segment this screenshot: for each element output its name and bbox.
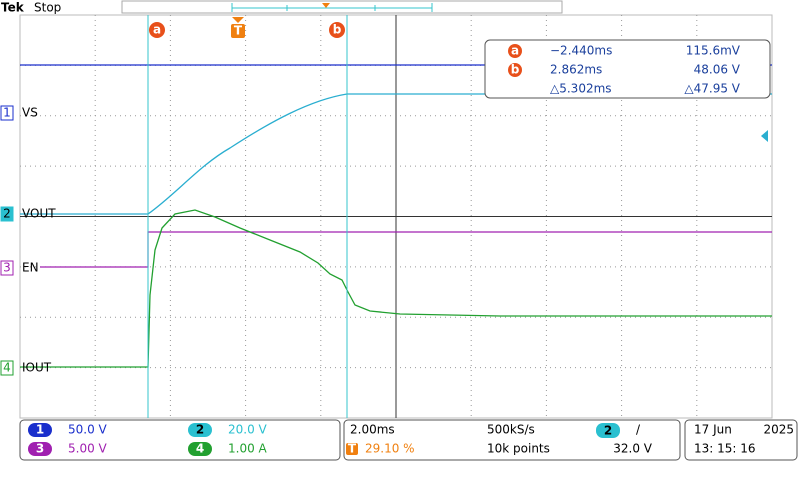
record-length: 10k points (487, 442, 550, 456)
record-bar (121, 0, 563, 14)
cursor-b-icon (329, 22, 345, 38)
channel-number: 4 (3, 361, 11, 375)
trigger-position-letter: T (348, 442, 357, 456)
channel-label: IOUT (22, 361, 52, 375)
cursor-readout (484, 39, 771, 99)
record-window (231, 3, 433, 12)
scale-number: 1 (36, 423, 44, 437)
date: 17 Jun (694, 423, 732, 437)
trigger-source-badge (596, 423, 620, 438)
year: 2025 (763, 423, 794, 437)
ch4-trace (20, 209, 772, 368)
channel-scale: 5.00 V (68, 442, 108, 456)
date-time (684, 419, 798, 461)
channel-scale: 50.0 V (68, 423, 108, 437)
channel-badge (0, 206, 14, 222)
scale-badge (188, 423, 212, 437)
readout-time: 2.862ms (550, 63, 602, 77)
channel-label: VS (22, 106, 38, 120)
channel-scales: 1 50.0 V 2 20.0 V 3 5.00 V 4 1.00 A (28, 423, 268, 456)
cursor-a-icon (149, 22, 165, 38)
readout-value: △47.95 V (684, 82, 740, 96)
brand: Tek (1, 1, 25, 15)
scale-number: 3 (36, 442, 44, 456)
channel-number: 1 (3, 106, 11, 120)
trigger-position-icon (346, 443, 358, 455)
readout-icon-letter: b (511, 63, 520, 77)
scale-number: 2 (196, 423, 204, 437)
ch2-trigger-level-marker (761, 130, 768, 142)
channel-number: 3 (3, 261, 11, 275)
channel-badge (0, 105, 14, 121)
readout-icon (508, 63, 522, 77)
trigger-position-marker (322, 3, 330, 8)
cursor-a-letter: a (153, 23, 161, 37)
readout-time: −2.440ms (550, 44, 612, 58)
ch2-trace (20, 93, 772, 215)
timebase: 2.00ms (350, 423, 395, 437)
channel-label: EN (22, 261, 39, 275)
channel-scale: 20.0 V (228, 423, 268, 437)
channel-badge (0, 360, 14, 376)
trigger-icon (231, 24, 245, 38)
readout-value: 48.06 V (694, 63, 741, 77)
trigger-letter: T (234, 24, 243, 38)
scale-number: 4 (196, 442, 204, 456)
trigger-position: 29.10 % (365, 442, 415, 456)
cursor-readout-rows: a −2.440ms 115.6mV b 2.862ms 48.06 V △5.302ms △… (508, 44, 741, 96)
vertical-settings (19, 419, 341, 461)
status: Stop (34, 1, 61, 15)
trigger-arrow (232, 17, 244, 23)
channel-badge (0, 260, 14, 276)
trigger-source: 2 (604, 424, 612, 438)
cursor-lines (147, 15, 348, 418)
sample-rate: 500kS/s (487, 423, 535, 437)
readout-icon (508, 44, 522, 58)
readout-icon-letter: a (511, 44, 519, 58)
channel-labels: 1 VS 2 VOUT 3 EN 4 IOUT (0, 105, 56, 376)
scale-badge (28, 442, 52, 456)
cursor-b-letter: b (333, 23, 342, 37)
trigger-level: 32.0 V (613, 442, 653, 456)
readout-time: △5.302ms (550, 82, 612, 96)
channel-label: VOUT (22, 207, 56, 221)
scale-badge (188, 442, 212, 456)
channel-number: 2 (3, 207, 11, 221)
channel-scale: 1.00 A (228, 442, 268, 456)
trigger-slope: / (636, 423, 641, 437)
readout-value: 115.6mV (686, 44, 741, 58)
scale-badge (28, 423, 52, 437)
time: 13: 15: 16 (694, 442, 756, 456)
